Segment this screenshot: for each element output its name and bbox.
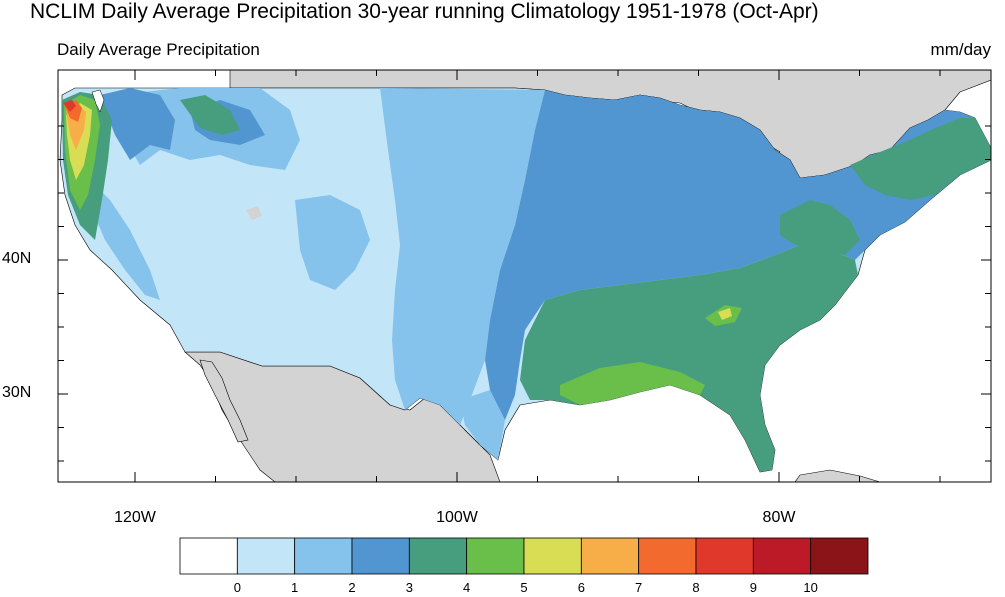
precip-band-1-2-texas-coast: [460, 390, 505, 460]
colorbar-label: 2: [348, 580, 356, 595]
colorbar-label: 3: [405, 580, 413, 595]
map-content: [58, 70, 991, 482]
longitude-label: 80W: [762, 509, 796, 526]
colorbar-swatch: [351, 537, 410, 575]
colorbar-swatch: [179, 537, 238, 575]
puget-sound: [91, 89, 105, 113]
precip-band-2-3-nw: [100, 88, 175, 160]
precip-band-3-4-southeast: [520, 245, 858, 472]
baja-california: [199, 359, 249, 443]
colorbar-swatch: [466, 537, 525, 575]
precip-band-3-4-appalachia: [780, 200, 860, 255]
great-salt-lake: [246, 206, 262, 220]
colorbar-label: 5: [520, 580, 528, 595]
colorbar-swatch: [523, 537, 582, 575]
precip-band-5-6-smokies: [718, 308, 732, 320]
precip-band-1-2-sierra: [90, 180, 160, 300]
precip-band-3-4-northeast: [850, 118, 991, 200]
precip-band-3-4-northern-rockies: [180, 95, 240, 135]
colorbar-swatch: [580, 537, 640, 575]
colorbar-swatch: [752, 537, 812, 575]
colorbar-label: 4: [463, 580, 471, 595]
colorbar-label: 6: [577, 580, 585, 595]
latitude-label: 40N: [2, 250, 32, 267]
map-ticks: [58, 70, 991, 482]
cuba-land: [794, 469, 881, 482]
latitude-label: 30N: [2, 384, 32, 401]
colorbar-swatch: [638, 537, 697, 575]
precip-band-8-9: [63, 100, 76, 112]
colorbar-swatch: [695, 537, 754, 575]
map-subtitle: Daily Average Precipitation: [57, 40, 260, 59]
colorbar-label: 0: [233, 580, 241, 595]
colorbar: [179, 537, 869, 575]
precip-band-1-2-plains: [380, 88, 545, 425]
colorbar-label: 9: [749, 580, 757, 595]
colorbar-swatch: [810, 537, 869, 575]
colorbar-swatch: [408, 537, 468, 575]
colorbar-label: 1: [291, 580, 299, 595]
map-frame: [57, 69, 992, 483]
colorbar-swatch: [294, 537, 353, 575]
colorbar-label: 8: [692, 580, 700, 595]
colorbar-swatch: [236, 537, 296, 575]
colorbar-label: 7: [635, 580, 643, 595]
longitude-label: 120W: [114, 509, 156, 526]
longitude-label: 100W: [436, 509, 478, 526]
precip-band-4-5-gulf: [560, 362, 705, 405]
units-label: mm/day: [930, 40, 991, 59]
colorbar-label: 10: [803, 580, 818, 595]
precip-band-1-2-colorado: [295, 195, 370, 290]
map-title: NCLIM Daily Average Precipitation 30-yea…: [30, 0, 819, 23]
